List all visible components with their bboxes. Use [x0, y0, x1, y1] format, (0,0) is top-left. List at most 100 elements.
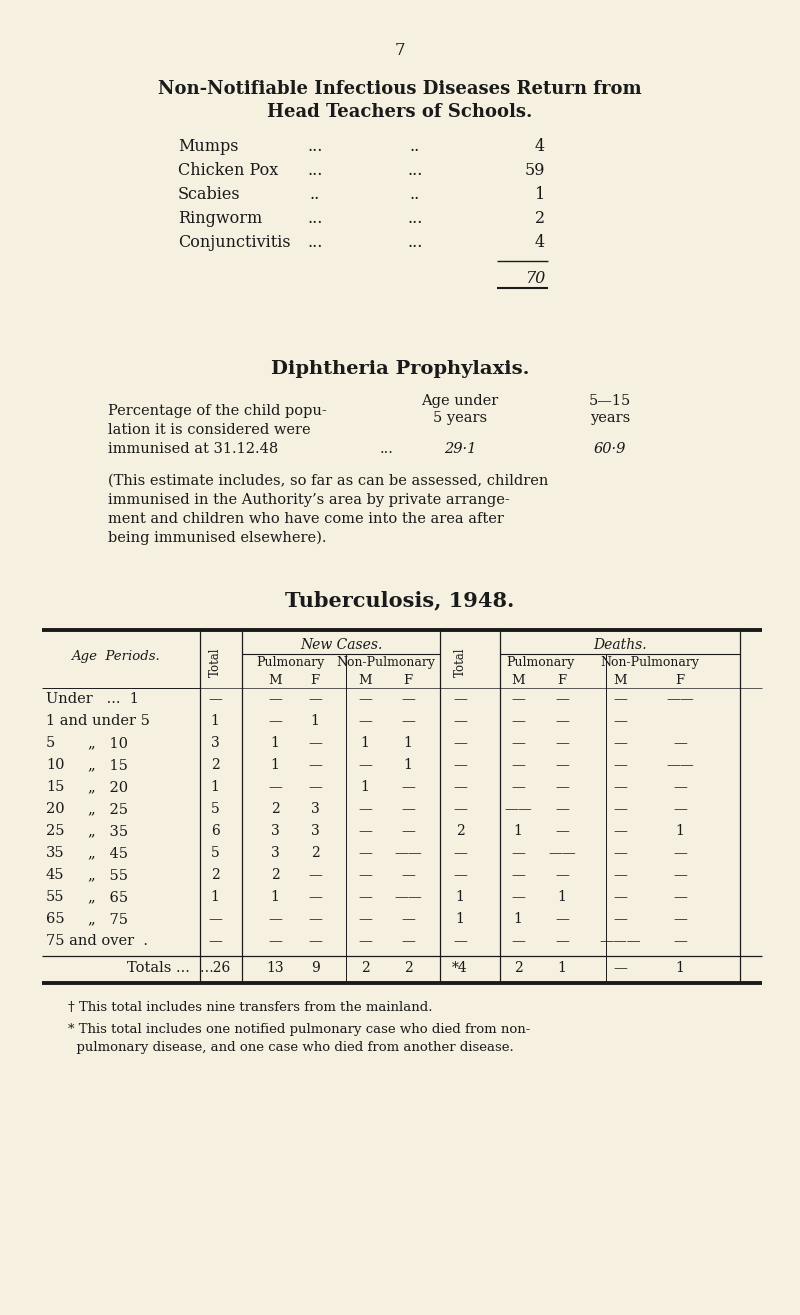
Text: —: — — [511, 846, 525, 860]
Text: Diphtheria Prophylaxis.: Diphtheria Prophylaxis. — [270, 360, 530, 377]
Text: 5 years: 5 years — [433, 412, 487, 425]
Text: F: F — [310, 675, 319, 686]
Text: Chicken Pox: Chicken Pox — [178, 162, 278, 179]
Text: ——: —— — [394, 846, 422, 860]
Text: ——: —— — [548, 846, 576, 860]
Text: years: years — [590, 412, 630, 425]
Text: —: — — [401, 692, 415, 706]
Text: Pulmonary: Pulmonary — [256, 656, 324, 669]
Text: F: F — [558, 675, 566, 686]
Text: —: — — [673, 846, 687, 860]
Text: —: — — [511, 757, 525, 772]
Text: —: — — [401, 802, 415, 817]
Text: —: — — [401, 934, 415, 948]
Text: —: — — [268, 934, 282, 948]
Text: F: F — [403, 675, 413, 686]
Text: „   65: „ 65 — [88, 890, 128, 903]
Text: —: — — [511, 736, 525, 750]
Text: —: — — [453, 780, 467, 794]
Text: Total: Total — [454, 647, 466, 677]
Text: ——: —— — [504, 802, 532, 817]
Text: 1: 1 — [270, 757, 279, 772]
Text: —: — — [613, 736, 627, 750]
Text: —: — — [613, 913, 627, 926]
Text: „   10: „ 10 — [88, 736, 128, 750]
Text: —: — — [453, 736, 467, 750]
Text: Ringworm: Ringworm — [178, 210, 262, 227]
Text: 1: 1 — [361, 736, 370, 750]
Text: 15: 15 — [46, 780, 64, 794]
Text: being immunised elsewhere).: being immunised elsewhere). — [108, 531, 326, 546]
Text: 10: 10 — [46, 757, 65, 772]
Text: 75 and over  .: 75 and over . — [46, 934, 148, 948]
Text: —: — — [208, 934, 222, 948]
Text: M: M — [358, 675, 372, 686]
Text: —: — — [268, 714, 282, 729]
Text: 5: 5 — [46, 736, 55, 750]
Text: 1: 1 — [210, 890, 219, 903]
Text: 13: 13 — [266, 961, 284, 974]
Text: 2: 2 — [210, 757, 219, 772]
Text: 2: 2 — [404, 961, 412, 974]
Text: 3: 3 — [310, 802, 319, 817]
Text: ———: ——— — [599, 934, 641, 948]
Text: —: — — [511, 780, 525, 794]
Text: —: — — [358, 825, 372, 838]
Text: F: F — [675, 675, 685, 686]
Text: —: — — [511, 714, 525, 729]
Text: ment and children who have come into the area after: ment and children who have come into the… — [108, 512, 504, 526]
Text: —: — — [401, 714, 415, 729]
Text: —: — — [555, 802, 569, 817]
Text: immunised in the Authority’s area by private arrange-: immunised in the Authority’s area by pri… — [108, 493, 510, 508]
Text: Tuberculosis, 1948.: Tuberculosis, 1948. — [286, 590, 514, 610]
Text: * This total includes one notified pulmonary case who died from non-: * This total includes one notified pulmo… — [68, 1023, 530, 1036]
Text: —: — — [555, 692, 569, 706]
Text: Percentage of the child popu-: Percentage of the child popu- — [108, 404, 326, 418]
Text: 2: 2 — [270, 802, 279, 817]
Text: —: — — [613, 825, 627, 838]
Text: 1: 1 — [210, 714, 219, 729]
Text: …26: …26 — [199, 961, 230, 974]
Text: —: — — [613, 714, 627, 729]
Text: —: — — [673, 868, 687, 882]
Text: 3: 3 — [310, 825, 319, 838]
Text: ...: ... — [307, 138, 322, 155]
Text: 1: 1 — [514, 825, 522, 838]
Text: Totals ...: Totals ... — [127, 961, 190, 974]
Text: Conjunctivitis: Conjunctivitis — [178, 234, 290, 251]
Text: 1: 1 — [455, 913, 465, 926]
Text: —: — — [358, 714, 372, 729]
Text: —: — — [358, 692, 372, 706]
Text: 55: 55 — [46, 890, 65, 903]
Text: 1: 1 — [270, 736, 279, 750]
Text: 1: 1 — [675, 825, 685, 838]
Text: —: — — [673, 934, 687, 948]
Text: —: — — [358, 802, 372, 817]
Text: —: — — [673, 913, 687, 926]
Text: —: — — [401, 780, 415, 794]
Text: —: — — [453, 757, 467, 772]
Text: 5: 5 — [210, 846, 219, 860]
Text: New Cases.: New Cases. — [300, 638, 382, 652]
Text: immunised at 31.12.48: immunised at 31.12.48 — [108, 442, 278, 456]
Text: —: — — [511, 934, 525, 948]
Text: 2: 2 — [210, 868, 219, 882]
Text: 60·9: 60·9 — [594, 442, 626, 456]
Text: —: — — [208, 913, 222, 926]
Text: *4: *4 — [452, 961, 468, 974]
Text: 65: 65 — [46, 913, 65, 926]
Text: ——: —— — [666, 692, 694, 706]
Text: 1: 1 — [270, 890, 279, 903]
Text: 45: 45 — [46, 868, 65, 882]
Text: Total: Total — [209, 647, 222, 677]
Text: 1: 1 — [310, 714, 319, 729]
Text: „   75: „ 75 — [88, 913, 128, 926]
Text: 1: 1 — [455, 890, 465, 903]
Text: „   45: „ 45 — [88, 846, 128, 860]
Text: —: — — [358, 913, 372, 926]
Text: 1: 1 — [675, 961, 685, 974]
Text: 1: 1 — [210, 780, 219, 794]
Text: † This total includes nine transfers from the mainland.: † This total includes nine transfers fro… — [68, 1001, 433, 1014]
Text: —: — — [358, 890, 372, 903]
Text: 2: 2 — [361, 961, 370, 974]
